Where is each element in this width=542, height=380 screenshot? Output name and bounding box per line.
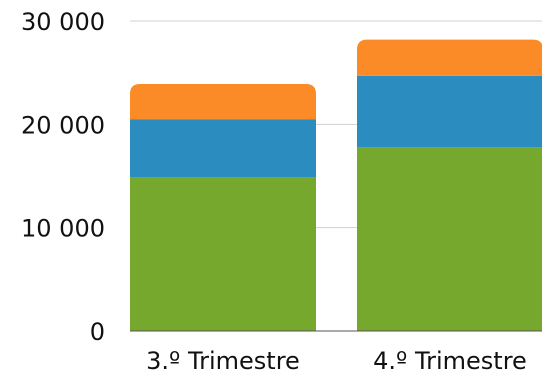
x-tick-label: 3.º Trimestre [146, 347, 300, 375]
bar-segment [357, 147, 542, 331]
bar-segment [130, 84, 316, 120]
y-tick-label: 10 000 [21, 215, 105, 243]
bar-segment [357, 75, 542, 148]
y-tick-label: 20 000 [21, 111, 105, 139]
y-tick-label: 30 000 [21, 8, 105, 36]
bar-segment [357, 39, 542, 76]
x-axis-tick-labels: 3.º Trimestre 4.º Trimestre [146, 347, 527, 375]
y-tick-label: 0 [90, 318, 105, 346]
bars [130, 39, 542, 331]
y-axis-tick-labels: 0 10 000 20 000 30 000 [21, 8, 105, 346]
bar-segment [130, 119, 316, 178]
bar-segment [130, 177, 316, 331]
x-tick-label: 4.º Trimestre [373, 347, 527, 375]
